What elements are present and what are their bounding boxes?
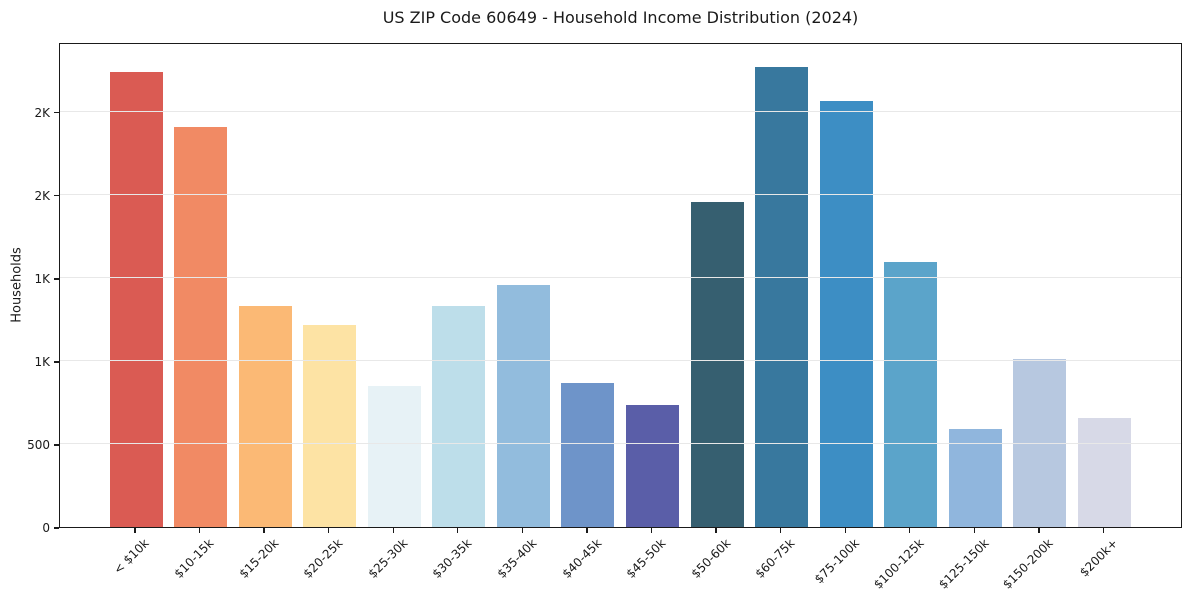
x-tick-label: $75-100k [811,536,863,587]
plot-area [59,43,1182,528]
bar-$45-50k [626,404,680,527]
y-tick-label: 500 [27,438,50,452]
x-tick-mark [780,528,782,533]
bar-$10-15k [174,126,228,527]
x-tick-label: $25-30k [365,536,411,581]
y-tick-label: 0 [42,521,50,535]
x-tick-mark [973,528,976,533]
x-tick-mark [715,528,717,533]
x-tick-label: < $10k [111,536,152,577]
bar-$20-25k [303,325,357,527]
y-tick-label: 1K [34,271,50,286]
x-tick-mark [586,528,588,533]
bar-$50-60k [690,202,744,527]
x-tick-label: $50-60k [688,536,734,581]
bar-$200k+ [1078,418,1131,527]
bar-$40-45k [561,382,615,527]
bar-$125-150k [948,429,1002,527]
x-tick-label: $40-45k [559,536,604,581]
x-tick-mark [844,528,846,533]
y-tick-label: 1K [34,354,50,369]
x-tick-label: $35-40k [494,536,540,581]
x-tick-label: $60-75k [752,536,798,581]
bar-$30-35k [432,306,486,527]
x-tick-label: $100-125k [871,536,927,590]
x-tick-label: $200k+ [1076,536,1121,580]
x-tick-label: $15-20k [236,536,282,581]
x-tick-mark [392,528,394,533]
x-tick-label: $30-35k [429,536,475,581]
bar-$75-100k [819,101,873,527]
y-tick-mark [54,361,59,363]
bar-$60-75k [755,66,809,527]
bar-$35-40k [496,285,550,527]
gridline-y-2000 [60,193,1181,195]
x-tick-mark [328,528,330,533]
gridline-y-1500 [60,276,1181,278]
x-tick-label: $45-50k [623,536,669,581]
x-tick-label: $20-25k [300,536,346,581]
y-tick-mark [54,444,59,446]
bar-$100-125k [884,262,938,527]
x-tick-mark [457,528,459,533]
x-tick-mark [909,528,911,533]
x-tick-label: $10-15k [171,536,217,581]
x-tick-mark [1102,528,1105,533]
y-tick-mark [54,278,59,280]
bar-$25-30k [367,385,421,527]
y-tick-label: 2K [34,188,50,203]
x-tick-mark [263,528,265,533]
gridline-y-2500 [60,110,1181,112]
y-tick-label: 2K [34,105,50,120]
x-tick-label: $150-200k [1000,536,1056,590]
x-tick-mark [198,528,201,533]
x-tick-mark [1038,528,1040,533]
x-tick-mark [134,528,136,533]
gridline-y-1000 [60,359,1181,361]
gridline-y-500 [60,443,1181,444]
chart-title: US ZIP Code 60649 - Household Income Dis… [382,8,859,27]
bar-< $10k [109,71,163,527]
bar-$15-20k [238,306,292,527]
x-tick-mark [521,528,524,533]
y-tick-mark [54,195,59,197]
x-tick-label: $125-150k [935,536,992,590]
y-tick-mark [54,527,59,529]
x-tick-mark [650,528,653,533]
y-tick-mark [54,112,59,114]
